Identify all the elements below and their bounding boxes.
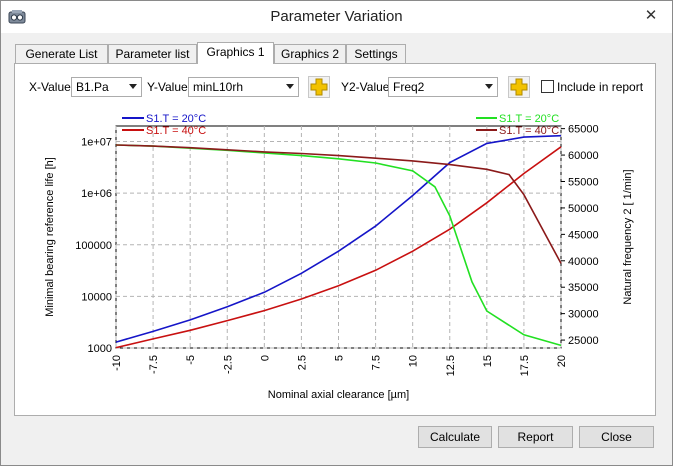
x-tick-label: 0	[259, 355, 271, 361]
series-line	[115, 146, 562, 349]
x-tick-label: 12.5	[445, 355, 457, 376]
add-y2-button[interactable]	[508, 76, 530, 98]
y-tick-label: 1e+07	[81, 137, 112, 149]
series-line	[115, 144, 562, 264]
window-title: Parameter Variation	[270, 8, 403, 25]
tab-graphics-1[interactable]: Graphics 1	[197, 42, 274, 64]
y-tick-label: 1e+06	[81, 188, 112, 200]
y2-value-label: Y2-Value	[341, 80, 390, 94]
x-value-selected: B1.Pa	[76, 80, 109, 94]
series-line	[115, 134, 562, 343]
chevron-down-icon	[129, 84, 137, 89]
y2-tick-label: 35000	[568, 282, 599, 294]
plus-icon	[510, 78, 528, 96]
y-value-select[interactable]: minL10rh	[188, 77, 299, 97]
x-value-select[interactable]: B1.Pa	[71, 77, 142, 97]
x-axis-label: Nominal axial clearance [µm]	[268, 389, 409, 401]
legend-label: S1.T = 40°C	[499, 125, 559, 137]
y-value-label: Y-Value	[147, 80, 188, 94]
x-tick-label: 7.5	[371, 355, 383, 370]
app-icon	[8, 10, 26, 24]
y2-tick-label: 30000	[568, 309, 599, 321]
title-bar: Parameter Variation ✕	[1, 1, 672, 33]
x-tick-label: 5	[334, 355, 346, 361]
y2-axis-label: Natural frequency 2 [ 1/min]	[622, 169, 634, 304]
x-tick-label: -7.5	[148, 355, 160, 374]
y-axis-label: Minimal bearing reference life [h]	[44, 157, 56, 317]
x-tick-label: -2.5	[222, 355, 234, 374]
close-button[interactable]: Close	[579, 426, 654, 448]
x-tick-label: -10	[111, 355, 123, 371]
plus-icon	[310, 78, 328, 96]
legend-label: S1.T = 20°C	[146, 113, 206, 125]
x-tick-label: 17.5	[519, 355, 531, 376]
close-window-icon[interactable]: ✕	[644, 7, 658, 24]
tab-settings[interactable]: Settings	[346, 44, 406, 63]
add-y-button[interactable]	[308, 76, 330, 98]
calculate-button[interactable]: Calculate	[418, 426, 492, 448]
tab-graphics-2[interactable]: Graphics 2	[274, 44, 346, 63]
y2-tick-label: 60000	[568, 150, 599, 162]
x-tick-label: 2.5	[296, 355, 308, 370]
include-in-report-label: Include in report	[557, 80, 644, 94]
x-tick-label: 15	[482, 355, 494, 367]
y2-value-selected: Freq2	[393, 80, 425, 94]
y-tick-label: 10000	[81, 291, 112, 303]
y2-value-select[interactable]: Freq2	[388, 77, 498, 97]
x-tick-label: -5	[185, 355, 197, 365]
x-value-label: X-Value	[29, 80, 71, 94]
tab-parameter-list[interactable]: Parameter list	[108, 44, 197, 63]
legend-label: S1.T = 40°C	[146, 125, 206, 137]
chevron-down-icon	[286, 84, 294, 89]
y2-tick-label: 65000	[568, 124, 599, 136]
y2-tick-label: 50000	[568, 203, 599, 215]
x-tick-label: 20	[556, 355, 568, 367]
y-tick-label: 1000	[88, 343, 112, 355]
x-tick-label: 10	[408, 355, 420, 367]
y-tick-label: 100000	[75, 240, 112, 252]
y2-tick-label: 55000	[568, 177, 599, 189]
parameter-chart: -10 -7.5 -5 -2.5 0 2.5 5 7.5 10 12.5 15 17.5 20 1e+07…	[44, 113, 634, 401]
chevron-down-icon	[485, 84, 493, 89]
y2-tick-label: 25000	[568, 335, 599, 347]
legend-label: S1.T = 20°C	[499, 113, 559, 125]
tab-generate-list[interactable]: Generate List	[15, 44, 108, 63]
report-button[interactable]: Report	[498, 426, 573, 448]
y-value-selected: minL10rh	[193, 80, 244, 94]
y2-tick-label: 45000	[568, 229, 599, 241]
y2-tick-label: 40000	[568, 256, 599, 268]
include-in-report-checkbox[interactable]	[541, 80, 554, 93]
